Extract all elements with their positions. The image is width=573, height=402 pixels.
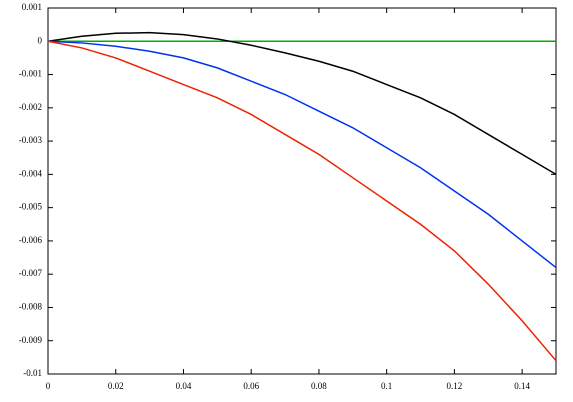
y-tick-label: 0.001: [22, 2, 42, 12]
y-tick-label: -0.004: [19, 168, 43, 178]
series-line: [47, 40, 557, 269]
x-tick-label: 0.14: [514, 381, 530, 391]
plot-frame: [47, 7, 557, 375]
y-tick-label: -0.002: [19, 102, 42, 112]
x-tick-label: 0.06: [243, 381, 259, 391]
x-tick-label: 0: [46, 381, 51, 391]
y-tick-label: -0.007: [19, 268, 43, 278]
series-line: [47, 31, 557, 176]
x-tick-label: 0.1: [381, 381, 392, 391]
x-tick-label: 0.12: [447, 381, 463, 391]
y-tick-label: -0.009: [19, 335, 43, 345]
series-line: [47, 40, 557, 362]
y-tick-label: -0.006: [19, 235, 43, 245]
y-tick-label: -0.001: [19, 69, 42, 79]
x-tick-label: 0.02: [108, 381, 124, 391]
x-tick-label: 0.08: [311, 381, 327, 391]
y-tick-label: -0.003: [19, 135, 43, 145]
y-tick-label: -0.008: [19, 302, 43, 312]
y-tick-label: -0.01: [23, 368, 42, 378]
y-tick-label: -0.005: [19, 202, 43, 212]
y-tick-label: 0: [38, 35, 43, 45]
x-tick-label: 0.04: [176, 381, 192, 391]
